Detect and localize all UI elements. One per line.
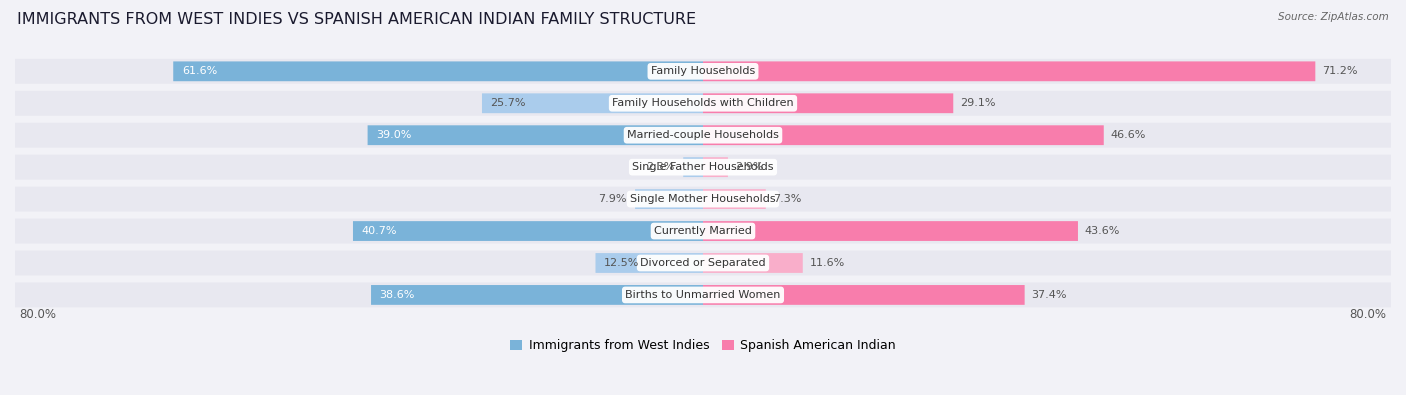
Text: 43.6%: 43.6% — [1085, 226, 1121, 236]
Text: Births to Unmarried Women: Births to Unmarried Women — [626, 290, 780, 300]
FancyBboxPatch shape — [15, 218, 1391, 243]
FancyBboxPatch shape — [703, 285, 1025, 305]
FancyBboxPatch shape — [703, 189, 766, 209]
FancyBboxPatch shape — [15, 282, 1391, 307]
FancyBboxPatch shape — [15, 91, 1391, 116]
FancyBboxPatch shape — [596, 253, 703, 273]
Text: 11.6%: 11.6% — [810, 258, 845, 268]
Text: Source: ZipAtlas.com: Source: ZipAtlas.com — [1278, 12, 1389, 22]
Text: Married-couple Households: Married-couple Households — [627, 130, 779, 140]
Text: Currently Married: Currently Married — [654, 226, 752, 236]
Text: 2.9%: 2.9% — [735, 162, 763, 172]
FancyBboxPatch shape — [703, 93, 953, 113]
Text: 7.9%: 7.9% — [598, 194, 627, 204]
Text: 71.2%: 71.2% — [1322, 66, 1358, 76]
Text: 38.6%: 38.6% — [380, 290, 415, 300]
Text: 37.4%: 37.4% — [1032, 290, 1067, 300]
Text: Family Households: Family Households — [651, 66, 755, 76]
FancyBboxPatch shape — [15, 155, 1391, 180]
Text: 39.0%: 39.0% — [377, 130, 412, 140]
FancyBboxPatch shape — [173, 61, 703, 81]
FancyBboxPatch shape — [636, 189, 703, 209]
FancyBboxPatch shape — [367, 125, 703, 145]
Text: 2.3%: 2.3% — [647, 162, 675, 172]
FancyBboxPatch shape — [15, 123, 1391, 148]
Text: 80.0%: 80.0% — [1350, 308, 1386, 321]
FancyBboxPatch shape — [15, 187, 1391, 212]
Text: 12.5%: 12.5% — [605, 258, 640, 268]
Text: 61.6%: 61.6% — [181, 66, 217, 76]
FancyBboxPatch shape — [703, 221, 1078, 241]
FancyBboxPatch shape — [353, 221, 703, 241]
FancyBboxPatch shape — [683, 157, 703, 177]
Text: IMMIGRANTS FROM WEST INDIES VS SPANISH AMERICAN INDIAN FAMILY STRUCTURE: IMMIGRANTS FROM WEST INDIES VS SPANISH A… — [17, 12, 696, 27]
FancyBboxPatch shape — [15, 59, 1391, 84]
Legend: Immigrants from West Indies, Spanish American Indian: Immigrants from West Indies, Spanish Ame… — [505, 334, 901, 357]
FancyBboxPatch shape — [371, 285, 703, 305]
FancyBboxPatch shape — [15, 250, 1391, 275]
Text: 29.1%: 29.1% — [960, 98, 995, 108]
Text: Family Households with Children: Family Households with Children — [612, 98, 794, 108]
Text: 80.0%: 80.0% — [20, 308, 56, 321]
FancyBboxPatch shape — [482, 93, 703, 113]
Text: 7.3%: 7.3% — [773, 194, 801, 204]
FancyBboxPatch shape — [703, 157, 728, 177]
Text: Divorced or Separated: Divorced or Separated — [640, 258, 766, 268]
FancyBboxPatch shape — [703, 253, 803, 273]
Text: Single Mother Households: Single Mother Households — [630, 194, 776, 204]
Text: 40.7%: 40.7% — [361, 226, 396, 236]
Text: 25.7%: 25.7% — [491, 98, 526, 108]
FancyBboxPatch shape — [703, 61, 1316, 81]
Text: 46.6%: 46.6% — [1111, 130, 1146, 140]
Text: Single Father Households: Single Father Households — [633, 162, 773, 172]
FancyBboxPatch shape — [703, 125, 1104, 145]
